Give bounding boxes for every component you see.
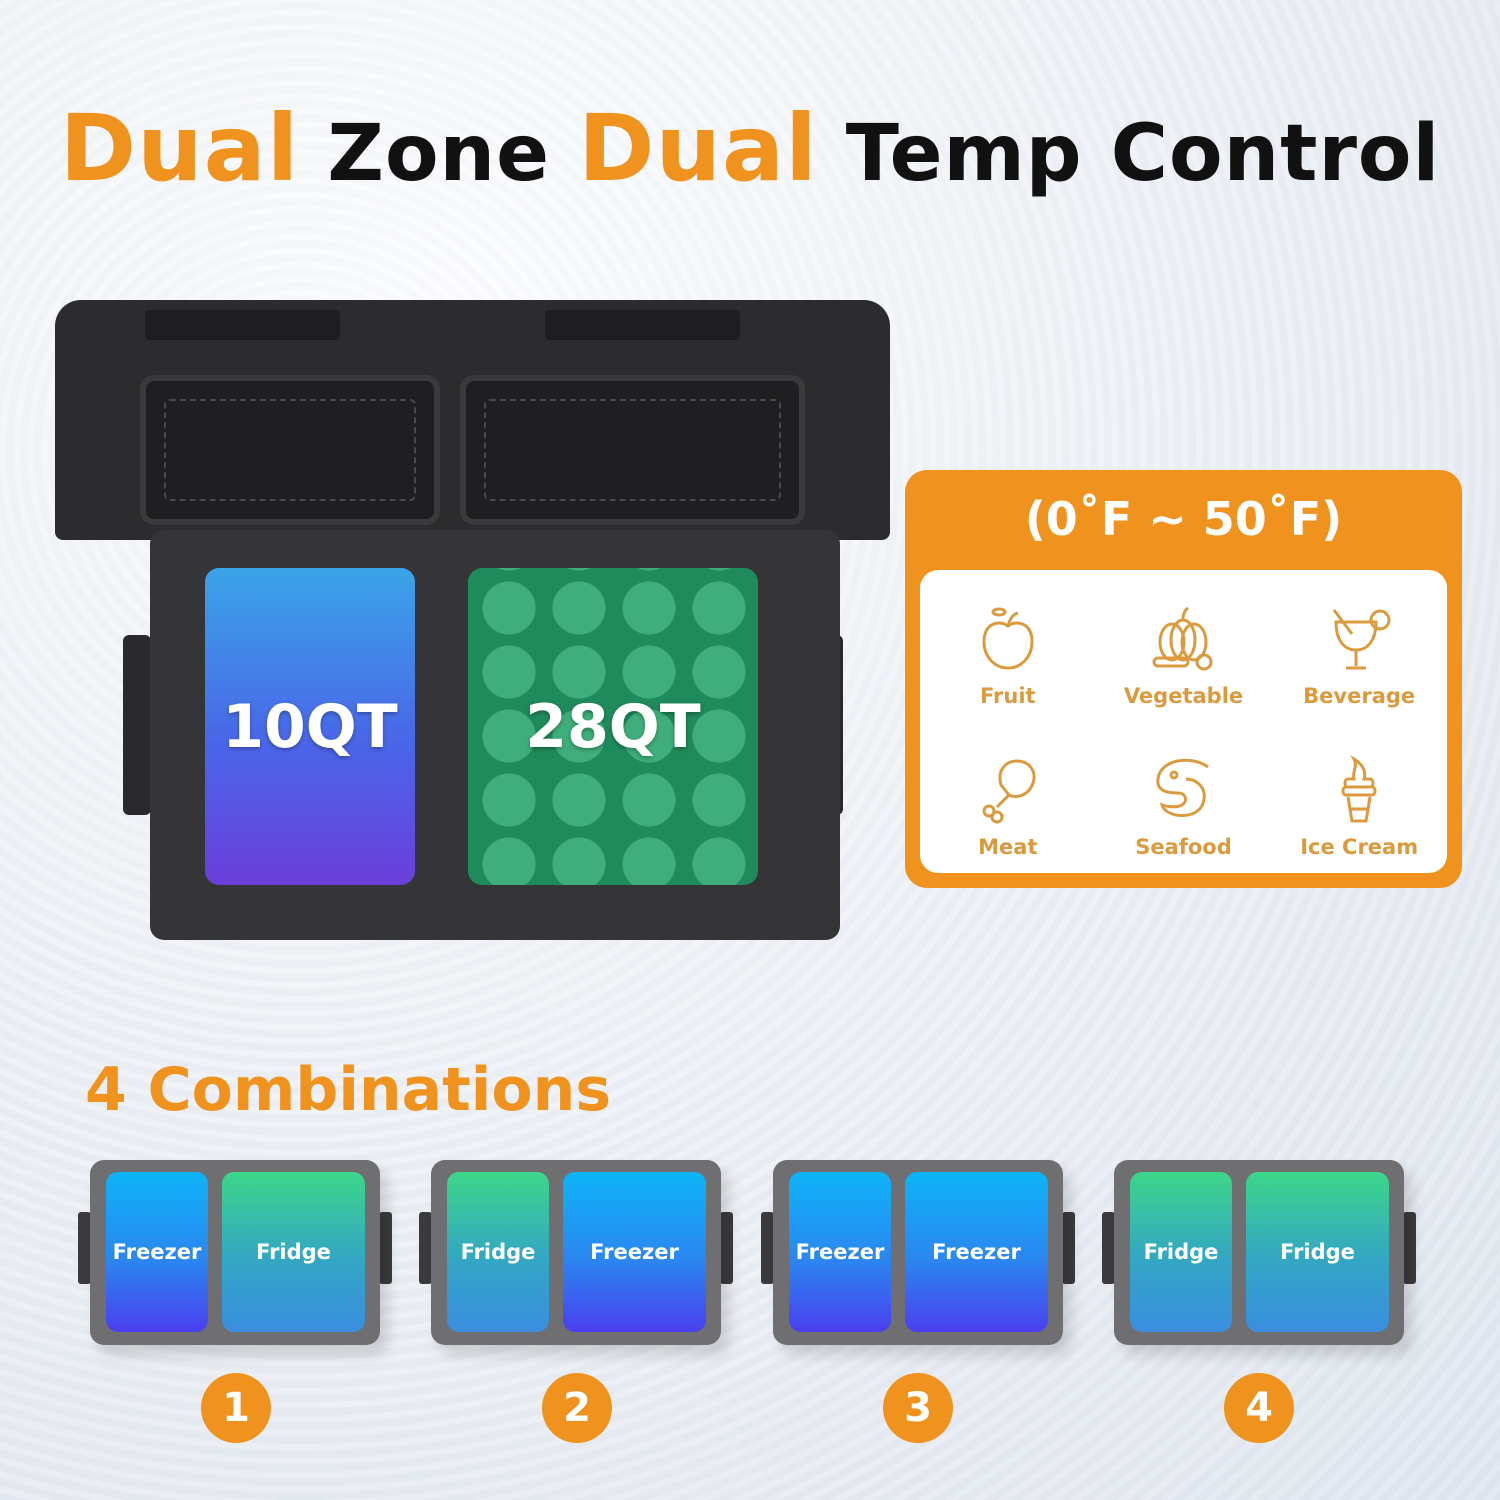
food-label: Meat [978,835,1038,859]
headline-temp-control: Temp Control [845,109,1441,199]
cocktail-icon [1332,608,1391,669]
zone-10qt: 10QT [205,568,415,885]
food-label: Seafood [1135,835,1232,859]
zone-fridge: Fridge [1246,1172,1389,1332]
lid-hinge [545,310,740,340]
combination-4: Fridge Fridge [1102,1160,1416,1345]
combination-1: Freezer Fridge [78,1160,392,1345]
combo-handle [1102,1212,1115,1284]
lid-panel-right [460,375,805,525]
zone-freezer: Freezer [789,1172,891,1332]
headline-dual-1: Dual [59,95,300,202]
temperature-range: (0˚F ~ 50˚F) [1024,492,1343,546]
combination-number-4: 4 [1224,1373,1294,1443]
pumpkin-icon [1152,606,1213,670]
combo-handle [761,1212,774,1284]
drumstick-icon [982,759,1036,824]
lid-panel-left [140,375,440,525]
combination-number-1: 1 [201,1373,271,1443]
combo-handle [78,1212,91,1284]
ice-cream-icon [1341,755,1377,823]
cooler-lid [55,300,890,540]
temperature-panel: (0˚F ~ 50˚F) Fruit Vegetable Beverage Me… [905,470,1462,888]
zone-fridge: Fridge [1130,1172,1232,1332]
food-meat: Meat [920,722,1096,874]
combo-handle [1403,1212,1416,1284]
combination-number-3: 3 [883,1373,953,1443]
food-grid: Fruit Vegetable Beverage Meat Seafood Ic… [920,570,1447,873]
cooler-image: 10QT 28QT [55,300,890,940]
zone-28qt: 28QT [468,568,758,885]
zone-freezer: Freezer [563,1172,706,1332]
food-seafood: Seafood [1096,722,1272,874]
shrimp-icon [1156,758,1210,818]
combinations-title: 4 Combinations [85,1055,612,1125]
zone-freezer: Freezer [905,1172,1048,1332]
food-beverage: Beverage [1271,570,1447,722]
food-label: Fruit [980,683,1036,708]
combo-handle [720,1212,733,1284]
headline-dual-2: Dual [578,95,818,202]
combo-handle [1062,1212,1075,1284]
headline-zone: Zone [327,109,550,199]
zone-fridge: Fridge [447,1172,549,1332]
combo-handle [419,1212,432,1284]
food-fruit: Fruit [920,570,1096,722]
combo-handle [379,1212,392,1284]
food-ice-cream: Ice Cream [1271,722,1447,874]
apple-icon [982,607,1034,670]
lid-hinge [145,310,340,340]
combination-number-2: 2 [542,1373,612,1443]
combination-2: Fridge Freezer [419,1160,733,1345]
food-label: Beverage [1303,683,1416,708]
food-label: Vegetable [1123,683,1244,708]
food-vegetable: Vegetable [1096,570,1272,722]
food-label: Ice Cream [1300,835,1419,859]
zone-freezer: Freezer [106,1172,208,1332]
zone-fridge: Fridge [222,1172,365,1332]
combination-3: Freezer Freezer [761,1160,1075,1345]
cooler-handle-left [123,635,151,815]
headline: Dual Zone Dual Temp Control [0,95,1500,202]
